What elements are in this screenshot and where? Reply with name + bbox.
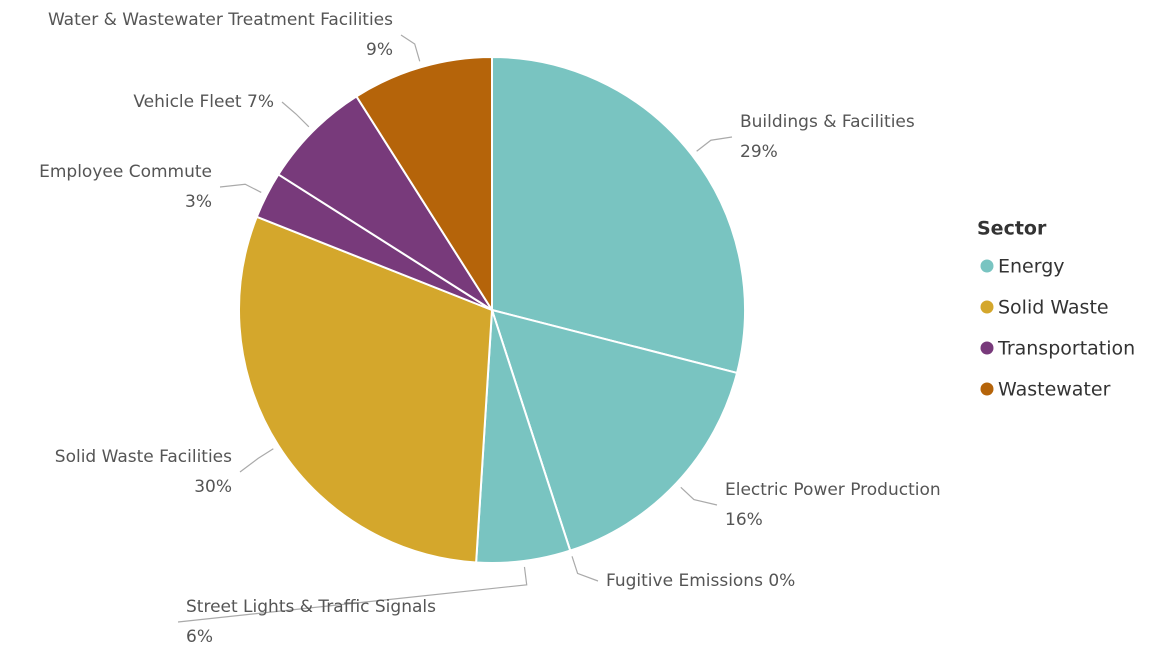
- slice-label: Fugitive Emissions 0%: [606, 571, 795, 591]
- value-label: 3%: [185, 192, 212, 212]
- value-label: 9%: [366, 40, 393, 60]
- category-label: Street Lights & Traffic Signals: [186, 597, 436, 617]
- category-label: Fugitive Emissions: [606, 571, 763, 591]
- category-label: Solid Waste Facilities: [55, 447, 232, 467]
- leader-line: [400, 34, 421, 62]
- leader-line: [281, 101, 310, 128]
- legend-marker: [980, 300, 994, 314]
- category-label: Buildings & Facilities: [740, 112, 915, 132]
- category-label: Vehicle Fleet: [133, 92, 242, 112]
- category-label: Electric Power Production: [725, 480, 941, 500]
- slice-label: Vehicle Fleet 7%: [133, 92, 274, 112]
- legend-marker: [980, 382, 994, 396]
- pie-slice: [490, 308, 739, 552]
- value-label: 29%: [740, 142, 778, 162]
- value-label: 0%: [768, 571, 795, 591]
- legend-marker: [980, 259, 994, 273]
- legend-marker: [980, 341, 994, 355]
- pie-slice: [238, 215, 494, 564]
- value-label: 16%: [725, 510, 763, 530]
- legend-label: Energy: [998, 256, 1065, 278]
- leader-line: [696, 136, 733, 152]
- value-label: 7%: [247, 92, 274, 112]
- leader-line: [219, 183, 262, 193]
- legend-label: Wastewater: [998, 379, 1111, 401]
- legend-title: Sector: [977, 218, 1047, 240]
- pie-slice: [355, 55, 493, 314]
- leader-line: [239, 448, 274, 473]
- pie-slice: [491, 55, 746, 375]
- leader-line: [571, 556, 599, 582]
- legend-label: Transportation: [997, 338, 1135, 360]
- category-label: Water & Wastewater Treatment Facilities: [48, 10, 393, 30]
- category-label: Employee Commute: [39, 162, 212, 182]
- value-label: 30%: [194, 477, 232, 497]
- leader-line: [177, 566, 528, 623]
- pie-slice: [277, 95, 493, 311]
- legend-label: Solid Waste: [998, 297, 1109, 319]
- leader-line: [680, 486, 718, 506]
- value-label: 6%: [186, 627, 213, 647]
